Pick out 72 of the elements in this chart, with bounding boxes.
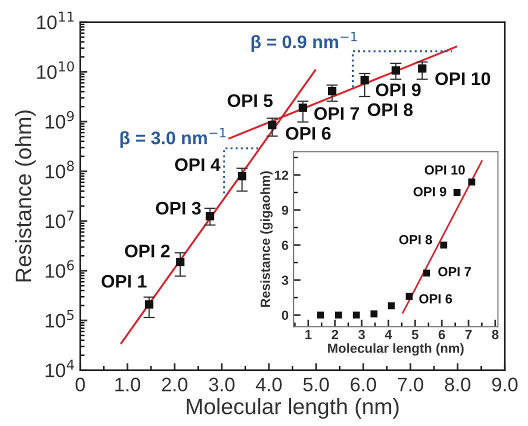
x-tick-label: 4 <box>384 330 392 340</box>
x-axis-title: Molecular length (nm) <box>328 343 464 356</box>
point <box>406 292 413 300</box>
point <box>238 172 246 180</box>
annotation: OPI 8 <box>368 103 413 116</box>
y-tick-label: 10$^{8}$ <box>46 160 74 178</box>
y-tick-label: 10$^{9}$ <box>46 110 74 129</box>
x-tick-label: 5.0 <box>303 378 329 392</box>
annotation: β = 3.0 nm$^{−1}$ <box>120 128 226 148</box>
y-tick-label: 10$^{11}$ <box>37 12 74 30</box>
point <box>388 302 395 310</box>
point <box>144 300 154 309</box>
annotation: OPI 10 <box>435 72 490 86</box>
point <box>370 310 378 318</box>
x-tick-label: 4.0 <box>256 378 282 392</box>
y-tick-label: 10$^{10}$ <box>37 61 74 79</box>
y-tick-label: 10$^{4}$ <box>46 360 74 378</box>
point <box>392 66 400 75</box>
y-tick-label: 10$^{7}$ <box>46 210 74 228</box>
point <box>418 64 426 73</box>
y-axis-title: Resistance (ohm) <box>15 110 36 282</box>
annotation: OPI 9 <box>376 83 421 96</box>
point <box>206 212 214 220</box>
annotation: OPI 5 <box>228 94 273 108</box>
point <box>298 104 308 112</box>
y-tick-label: 10$^{6}$ <box>46 260 74 278</box>
x-tick-label: 6 <box>438 330 446 340</box>
point <box>268 120 276 130</box>
x-tick-label: 0 <box>76 378 85 392</box>
annotation: OPI 6 <box>419 294 452 304</box>
annotation: OPI 7 <box>438 267 471 276</box>
x-tick-label: 8 <box>492 330 498 340</box>
x-tick-label: 7 <box>465 330 472 340</box>
y-tick-label: 12 <box>274 170 288 180</box>
point <box>176 258 184 266</box>
y-tick-label: 9 <box>282 206 288 215</box>
x-tick-label: 9.0 <box>492 378 518 392</box>
annotation: OPI 8 <box>399 234 432 244</box>
x-tick-label: 3.0 <box>208 378 235 392</box>
x-tick-label: 5 <box>412 330 418 340</box>
x-tick-label: 2.0 <box>162 378 188 392</box>
y-tick-label: 10$^{5}$ <box>46 310 74 328</box>
annotation: OPI 10 <box>424 165 465 175</box>
point <box>423 270 430 277</box>
point <box>454 189 461 196</box>
x-tick-label: 6.0 <box>350 378 376 392</box>
x-tick-label: 1.0 <box>115 378 140 392</box>
x-axis-title: Molecular length (nm) <box>186 398 399 419</box>
annotation: OPI 9 <box>414 187 446 196</box>
point <box>360 76 369 84</box>
point <box>440 242 448 249</box>
y-axis-title: Resistance (gigaohm) <box>260 171 273 307</box>
x-tick-label: 2 <box>332 330 338 340</box>
x-tick-label: 1 <box>305 330 312 340</box>
annotation: OPI 1 <box>102 274 147 288</box>
annotation: OPI 7 <box>314 107 359 120</box>
x-tick-label: 8.0 <box>444 378 470 392</box>
annotation: β = 0.9 nm$^{−1}$ <box>252 32 357 52</box>
y-tick-label: 3 <box>282 276 288 285</box>
annotation: OPI 2 <box>124 244 170 258</box>
annotation: OPI 3 <box>156 202 201 215</box>
point <box>328 86 336 96</box>
y-tick-label: 0 <box>282 310 288 320</box>
x-tick-label: 7.0 <box>398 378 424 392</box>
point <box>334 312 342 319</box>
y-tick-label: 6 <box>282 240 288 250</box>
point <box>468 178 476 186</box>
annotation: OPI 6 <box>286 126 331 140</box>
point <box>317 312 324 319</box>
annotation: OPI 4 <box>175 158 220 172</box>
point <box>352 312 360 319</box>
x-tick-label: 3 <box>358 330 365 340</box>
